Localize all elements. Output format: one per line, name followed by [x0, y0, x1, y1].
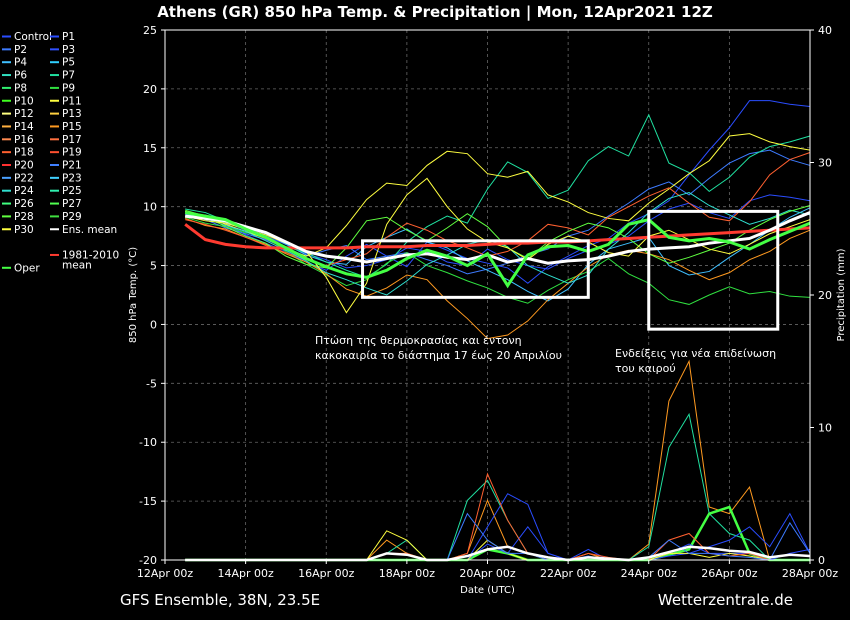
- temp-line: [185, 207, 811, 302]
- y2-tick-label: 30: [818, 157, 832, 170]
- legend-label: P28: [14, 211, 34, 223]
- legend-label: P30: [14, 224, 34, 236]
- temp-line: [185, 205, 811, 269]
- legend-label: P7: [62, 70, 75, 82]
- y-tick-label: -15: [139, 495, 157, 508]
- legend-label: P20: [14, 160, 34, 172]
- note-right-line1: Ενδείξεις για νέα επιδείνωση: [615, 347, 776, 360]
- y2-tick-label: 10: [818, 422, 832, 435]
- x-tick-label: 26Apr 00z: [701, 567, 758, 580]
- x-tick-label: 18Apr 00z: [379, 567, 436, 580]
- legend-label: P1: [62, 31, 75, 43]
- y-tick-label: -10: [139, 436, 157, 449]
- legend-label: P4: [14, 57, 27, 69]
- y-tick-label: 5: [150, 260, 157, 273]
- y-tick-label: 15: [143, 142, 157, 155]
- y-tick-label: -5: [146, 377, 157, 390]
- note-left-line2: κακοκαιρία το διάστημα 17 έως 20 Απριλίο…: [315, 349, 562, 362]
- y-tick-label: -20: [139, 554, 157, 567]
- x-tick-label: 22Apr 00z: [540, 567, 597, 580]
- legend: Control P1 P2 P3 P4 P5 P6 P7 P8 P9 P10 P11 P12 P13 P14…: [2, 31, 119, 274]
- legend-label: P25: [62, 185, 82, 197]
- legend-label: P18: [14, 147, 34, 159]
- temp-line: [184, 211, 811, 289]
- legend-label: P27: [62, 198, 82, 210]
- legend-label: Control: [14, 31, 52, 43]
- annotation-box: [361, 239, 590, 299]
- temp-line: [184, 217, 811, 340]
- legend-label: 1981-2010: [62, 249, 119, 261]
- legend-label: P26: [14, 198, 34, 210]
- legend-label: P29: [62, 211, 82, 223]
- x-tick-label: 24Apr 00z: [621, 567, 678, 580]
- legend-label: P11: [62, 95, 82, 107]
- legend-label: P10: [14, 95, 34, 107]
- y2-tick-label: 0: [818, 554, 825, 567]
- legend-label: P19: [62, 147, 82, 159]
- note-left-line1: Πτώση της θερμοκρασίας και έντονη: [315, 334, 522, 347]
- legend-label: mean: [62, 259, 92, 271]
- legend-label: P12: [14, 108, 34, 120]
- annotation-boxes: [361, 209, 780, 331]
- axes: -20 -15 -10 -5 0 5 10 15 20 25 0 10 20 30 40 12Apr 00z 1…: [128, 24, 847, 596]
- legend-label: P6: [14, 70, 27, 82]
- legend-label: P16: [14, 134, 34, 146]
- y-tick-label: 10: [143, 201, 157, 214]
- legend-label: P2: [14, 44, 27, 56]
- annotation-box: [647, 209, 780, 331]
- temp-line: [185, 152, 811, 267]
- legend-label: P5: [62, 57, 75, 69]
- y-tick-label: 25: [143, 24, 157, 37]
- y-tick-label: 0: [150, 318, 157, 331]
- x-tick-label: 28Apr 00z: [782, 567, 839, 580]
- legend-label: P15: [62, 121, 82, 133]
- legend-label: P21: [62, 160, 82, 172]
- x-tick-label: 14Apr 00z: [217, 567, 274, 580]
- legend-label: P3: [62, 44, 75, 56]
- x-tick-label: 12Apr 00z: [137, 567, 194, 580]
- y2-tick-label: 40: [818, 24, 832, 37]
- temp-line: [184, 211, 811, 265]
- footer-source: Wetterzentrale.de: [658, 591, 793, 609]
- y2-axis-label: Precipitation (mm): [836, 248, 847, 341]
- x-tick-label: 16Apr 00z: [298, 567, 355, 580]
- legend-label: P17: [62, 134, 82, 146]
- legend-label: P9: [62, 82, 75, 94]
- temp-line: [184, 223, 811, 250]
- legend-label: P13: [62, 108, 82, 120]
- legend-label: P8: [14, 82, 27, 94]
- chart-title: Athens (GR) 850 hPa Temp. & Precipitatio…: [157, 3, 713, 22]
- legend-label: P14: [14, 121, 34, 133]
- legend-label: Oper: [14, 262, 40, 274]
- footer-model: GFS Ensemble, 38N, 23.5E: [120, 591, 320, 609]
- temperature-series: [184, 100, 811, 340]
- legend-label: P23: [62, 172, 82, 184]
- legend-label: Ens. mean: [62, 224, 117, 236]
- note-right-line2: του καιρού: [615, 362, 676, 375]
- legend-label: P22: [14, 172, 34, 184]
- y-tick-label: 20: [143, 83, 157, 96]
- y-axis-label: 850 hPa Temp. (°C): [128, 247, 139, 343]
- y2-tick-label: 20: [818, 289, 832, 302]
- x-tick-label: 20Apr 00z: [459, 567, 516, 580]
- legend-label: P24: [14, 185, 34, 197]
- x-axis-label: Date (UTC): [460, 585, 515, 596]
